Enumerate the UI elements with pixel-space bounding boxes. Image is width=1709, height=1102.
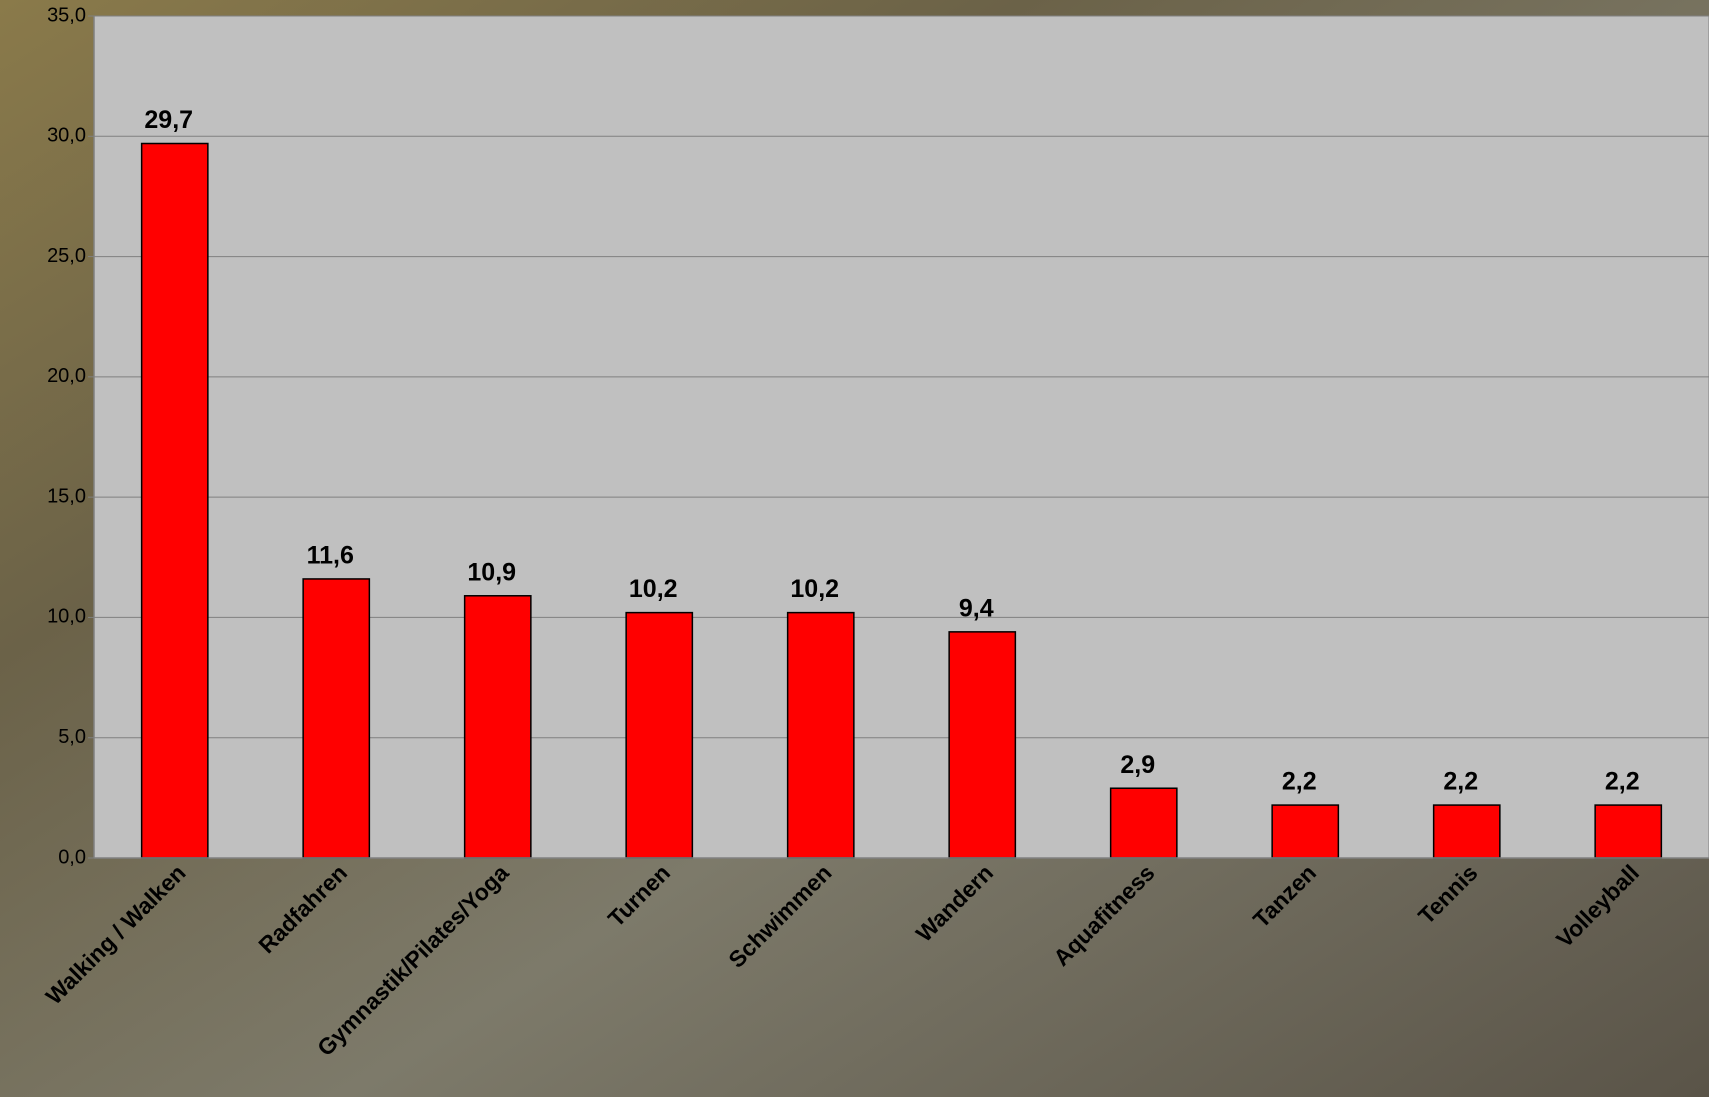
value-label: 2,9 [1120,751,1155,779]
value-label: 2,2 [1282,768,1317,796]
bar [302,578,371,859]
bar [1594,804,1663,859]
y-tick-label: 0,0 [58,846,86,868]
bar [140,142,209,859]
y-tick-label: 35,0 [47,4,86,26]
y-tick-label: 5,0 [58,726,86,748]
y-tick-label: 25,0 [47,245,86,267]
bar [1432,804,1501,859]
bar [625,611,694,859]
value-label: 10,2 [629,575,678,603]
y-tick-label: 15,0 [47,485,86,507]
bar [1271,804,1340,859]
y-tick-label: 20,0 [47,365,86,387]
y-tick-label: 30,0 [47,125,86,147]
value-label: 29,7 [144,106,193,134]
value-label: 2,2 [1443,768,1478,796]
value-label: 10,9 [467,558,516,586]
bar [463,595,532,859]
value-label: 10,2 [790,575,839,603]
y-tick-label: 10,0 [47,606,86,628]
value-label: 2,2 [1605,768,1640,796]
value-label: 11,6 [307,542,354,570]
bar [1109,787,1178,859]
bar [948,631,1017,859]
value-label: 9,4 [959,594,994,622]
bar [786,611,855,859]
